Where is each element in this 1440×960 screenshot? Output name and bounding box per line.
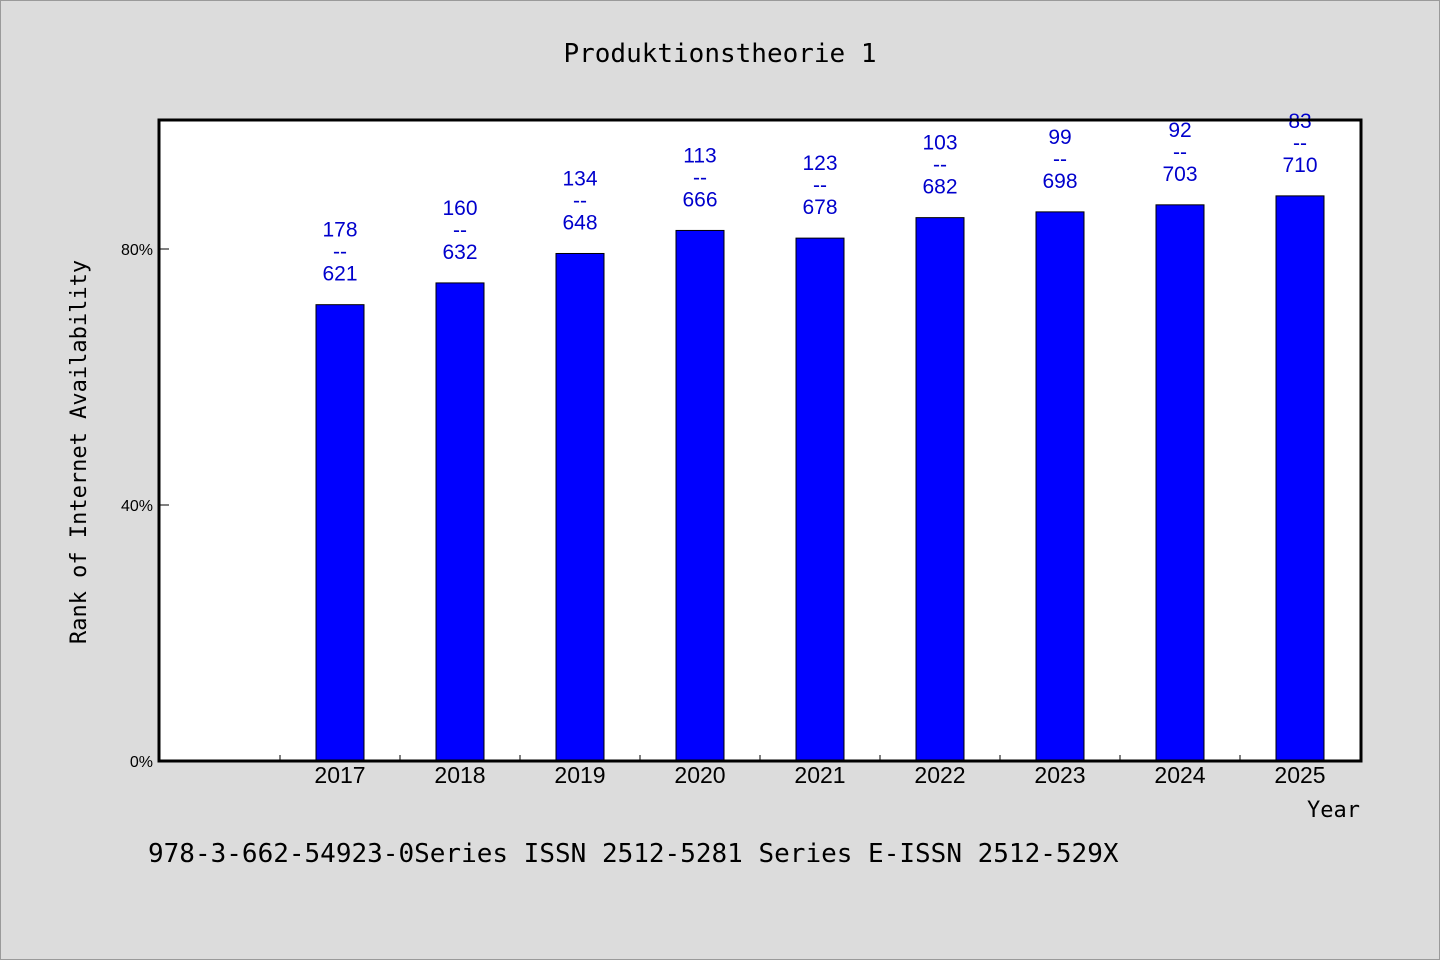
x-tick-label-2020: 2020 [674, 762, 725, 788]
x-axis: 2017 2018 2019 2020 2021 2022 2023 2024 2025 [279, 755, 1326, 788]
chart-title: Produktionstheorie 1 [563, 39, 876, 69]
bar-label-top-2017: 178 [322, 219, 357, 242]
bar-label-sep-2020: -- [693, 166, 707, 189]
bar-label-sep-2021: -- [813, 174, 827, 197]
bar-label-bottom-2019: 648 [562, 211, 597, 234]
bar-label-top-2023: 99 [1048, 126, 1071, 149]
bar-label-sep-2024: -- [1173, 141, 1187, 164]
bar-label-top-2020: 113 [683, 144, 716, 167]
bar-2023 [1035, 211, 1085, 762]
x-axis-label: Year [1307, 798, 1360, 823]
bar-label-top-2019: 134 [562, 167, 597, 190]
bar-label-bottom-2017: 621 [322, 263, 357, 286]
bar-2019 [555, 252, 605, 762]
bar-label-bottom-2023: 698 [1042, 170, 1077, 193]
y-axis-label: Rank of Internet Availability [67, 260, 92, 644]
bar-label-bottom-2018: 632 [442, 241, 477, 264]
x-tick-label-2024: 2024 [1154, 762, 1205, 788]
x-tick-label-2021: 2021 [794, 762, 845, 788]
bar-2025 [1275, 195, 1325, 762]
bar-label-top-2024: 92 [1168, 119, 1191, 142]
bar-label-sep-2018: -- [453, 219, 467, 242]
bar-label-bottom-2025: 710 [1282, 154, 1317, 177]
bar-label-sep-2019: -- [573, 189, 587, 212]
x-tick-label-2017: 2017 [314, 762, 365, 788]
bar-2020 [675, 229, 725, 762]
bar-label-sep-2023: -- [1053, 148, 1067, 171]
bar-label-sep-2022: -- [933, 154, 947, 177]
bar-2021 [795, 237, 845, 762]
bar-label-bottom-2021: 678 [802, 196, 837, 219]
y-tick-label-80: 80% [121, 242, 153, 259]
bar-label-sep-2025: -- [1293, 132, 1307, 155]
bar-label-top-2022: 103 [922, 132, 957, 155]
bars-layer [315, 195, 1325, 762]
bar-label-bottom-2024: 703 [1162, 163, 1197, 186]
bar-label-sep-2017: -- [333, 241, 347, 264]
x-tick-label-2023: 2023 [1034, 762, 1085, 788]
x-tick-label-2019: 2019 [554, 762, 605, 788]
bar-2018 [435, 282, 485, 762]
bar-label-bottom-2022: 682 [922, 176, 957, 199]
bar-label-top-2021: 123 [802, 152, 837, 175]
y-tick-label-0: 0% [130, 754, 153, 771]
bar-2017 [315, 304, 365, 762]
x-tick-label-2025: 2025 [1274, 762, 1325, 788]
bar-2024 [1155, 204, 1205, 762]
bar-2022 [915, 217, 965, 762]
bar-label-top-2018: 160 [442, 197, 477, 220]
footer-text: 978-3-662-54923-0Series ISSN 2512-5281 S… [148, 839, 1119, 869]
y-tick-label-40: 40% [121, 498, 153, 515]
x-tick-label-2022: 2022 [914, 762, 965, 788]
bar-label-bottom-2020: 666 [682, 188, 717, 211]
x-tick-label-2018: 2018 [434, 762, 485, 788]
y-axis: 0% 40% 80% [121, 242, 169, 771]
